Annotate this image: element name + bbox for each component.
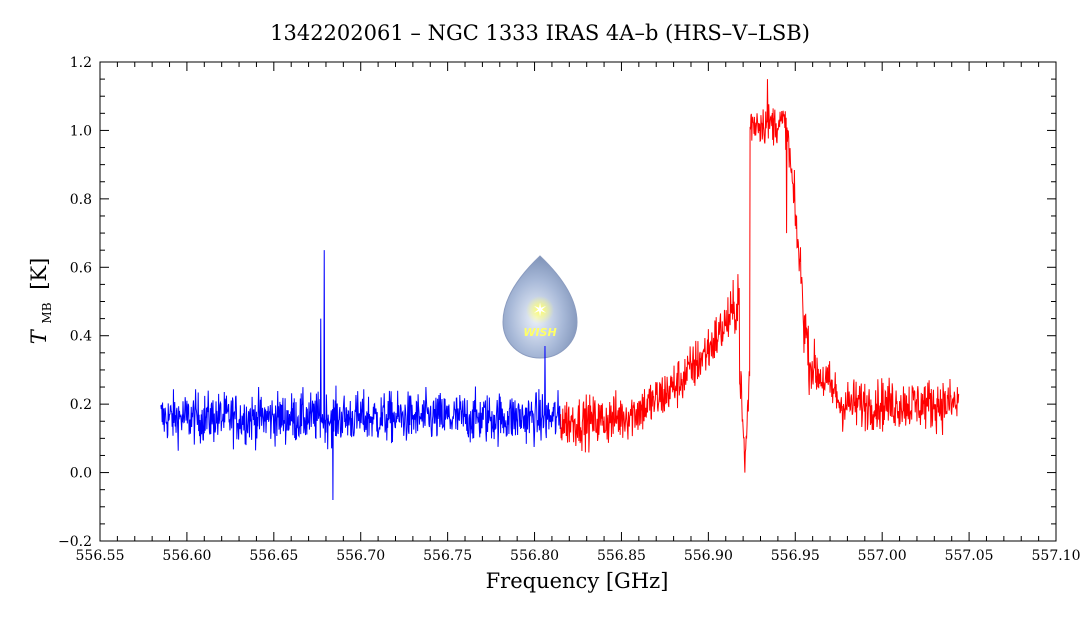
x-tick-label: 557.05: [945, 548, 994, 564]
y-axis-label-subscript: MB: [40, 302, 54, 323]
x-tick-label: 556.80: [510, 548, 559, 564]
logo-text: WISH: [523, 326, 556, 339]
svg-text:T MB [K]: T MB [K]: [27, 258, 56, 345]
y-tick-label: −0.2: [58, 534, 92, 550]
x-tick-label: 556.90: [684, 548, 733, 564]
spectrum-series-red: [560, 79, 960, 473]
logo-star-glow: [526, 296, 554, 324]
chart-title: 1342202061 – NGC 1333 IRAS 4A–b (HRS–V–L…: [270, 21, 810, 45]
y-tick-label: 0.8: [70, 192, 92, 208]
y-tick-label: 0.0: [70, 466, 92, 482]
axis-ticks: 556.55 556.60 556.65 556.70 556.75 556.80 556.…: [58, 55, 1080, 564]
y-axis-label-unit: [K]: [27, 258, 51, 290]
y-tick-label: 1.2: [70, 55, 92, 71]
x-axis-label: Frequency [GHz]: [486, 569, 669, 593]
x-tick-label: 556.65: [249, 548, 298, 564]
spectrum-series-blue: [160, 250, 562, 500]
x-tick-label: 556.75: [423, 548, 472, 564]
y-tick-label: 1.0: [70, 123, 92, 139]
x-tick-label: 557.10: [1032, 548, 1080, 564]
y-tick-label: 0.4: [70, 329, 92, 345]
wish-logo: ✶ WISH: [502, 255, 578, 359]
x-tick-label: 556.60: [162, 548, 211, 564]
spectrum-lines: [160, 79, 960, 500]
y-axis-label-symbol: T: [27, 328, 51, 344]
x-tick-label: 557.00: [858, 548, 907, 564]
x-tick-label: 556.85: [597, 548, 646, 564]
plot-frame: [99, 61, 1057, 542]
y-axis-label: T MB [K]: [27, 258, 56, 345]
x-tick-label: 556.55: [76, 548, 125, 564]
x-tick-label: 556.70: [336, 548, 385, 564]
y-tick-label: 0.6: [70, 260, 92, 276]
y-tick-label: 0.2: [70, 397, 92, 413]
logo-star-icon: ✶: [532, 300, 547, 321]
x-tick-label: 556.95: [771, 548, 820, 564]
